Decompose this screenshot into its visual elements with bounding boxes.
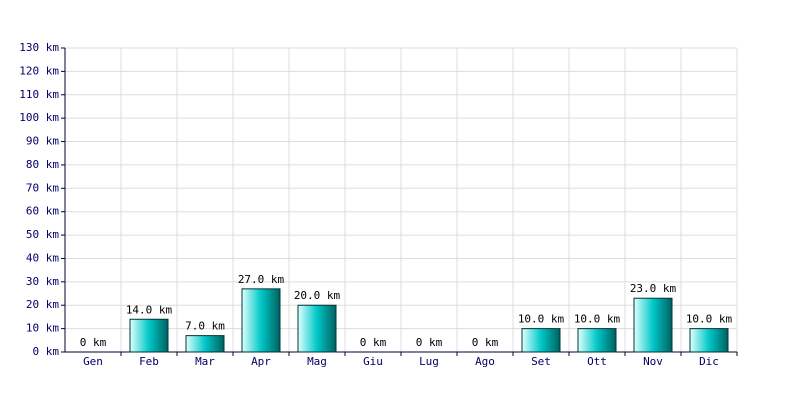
bar [633, 297, 673, 353]
y-tick-label: 60 km [26, 205, 59, 218]
x-tick-label: Giu [363, 355, 383, 368]
x-tick-label: Ago [475, 355, 495, 368]
value-label: 7.0 km [185, 320, 225, 333]
bar [241, 288, 281, 353]
x-tick-label: Dic [699, 355, 719, 368]
y-tick-label: 90 km [26, 135, 59, 148]
x-tick-label: Apr [251, 355, 271, 368]
x-tick-label: Lug [419, 355, 439, 368]
bar [297, 304, 337, 353]
x-tick-label: Set [531, 355, 551, 368]
y-tick-label: 70 km [26, 181, 59, 194]
x-tick-label: Ott [587, 355, 607, 368]
y-tick-label: 130 km [19, 41, 59, 54]
bar [185, 335, 225, 353]
y-tick-label: 50 km [26, 228, 59, 241]
value-label: 10.0 km [574, 313, 621, 326]
value-label: 20.0 km [294, 289, 341, 302]
bar [129, 318, 169, 353]
value-label: 10.0 km [518, 313, 565, 326]
x-tick-label: Mar [195, 355, 215, 368]
bar [521, 328, 561, 353]
y-tick-label: 40 km [26, 251, 59, 264]
bar [577, 328, 617, 353]
value-label: 0 km [472, 336, 499, 349]
value-label: 23.0 km [630, 282, 677, 295]
value-label: 0 km [80, 336, 107, 349]
bar [689, 328, 729, 353]
value-label: 14.0 km [126, 303, 173, 316]
y-tick-label: 0 km [33, 345, 60, 358]
value-label: 0 km [360, 336, 387, 349]
y-tick-label: 120 km [19, 64, 59, 77]
x-tick-label: Gen [83, 355, 103, 368]
x-tick-label: Mag [307, 355, 327, 368]
y-tick-label: 10 km [26, 322, 59, 335]
value-label: 27.0 km [238, 273, 285, 286]
y-tick-label: 30 km [26, 275, 59, 288]
y-tick-label: 80 km [26, 158, 59, 171]
x-tick-label: Feb [139, 355, 159, 368]
y-tick-label: 100 km [19, 111, 59, 124]
y-tick-label: 110 km [19, 88, 59, 101]
value-label: 10.0 km [686, 313, 733, 326]
x-tick-label: Nov [643, 355, 663, 368]
value-label: 0 km [416, 336, 443, 349]
y-tick-label: 20 km [26, 298, 59, 311]
